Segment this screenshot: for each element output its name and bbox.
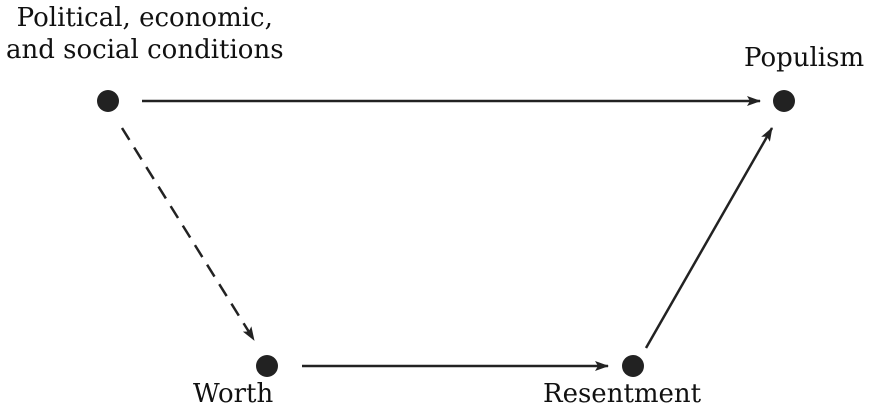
node-conditions-label-line2: and social conditions — [6, 35, 284, 65]
node-resentment-label: Resentment — [543, 379, 702, 409]
node-populism-dot — [773, 90, 795, 112]
node-worth-dot — [256, 355, 278, 377]
node-conditions-dot — [97, 90, 119, 112]
node-populism-label: Populism — [744, 43, 865, 73]
node-resentment-dot — [622, 355, 644, 377]
node-conditions-label-line1: Political, economic, — [16, 3, 273, 33]
node-worth-label: Worth — [193, 379, 274, 409]
edge-conditions-to-worth — [120, 127, 256, 341]
node-conditions-label: Political, economic, and social conditio… — [6, 2, 284, 66]
edge-resentment-to-populism — [644, 127, 774, 349]
